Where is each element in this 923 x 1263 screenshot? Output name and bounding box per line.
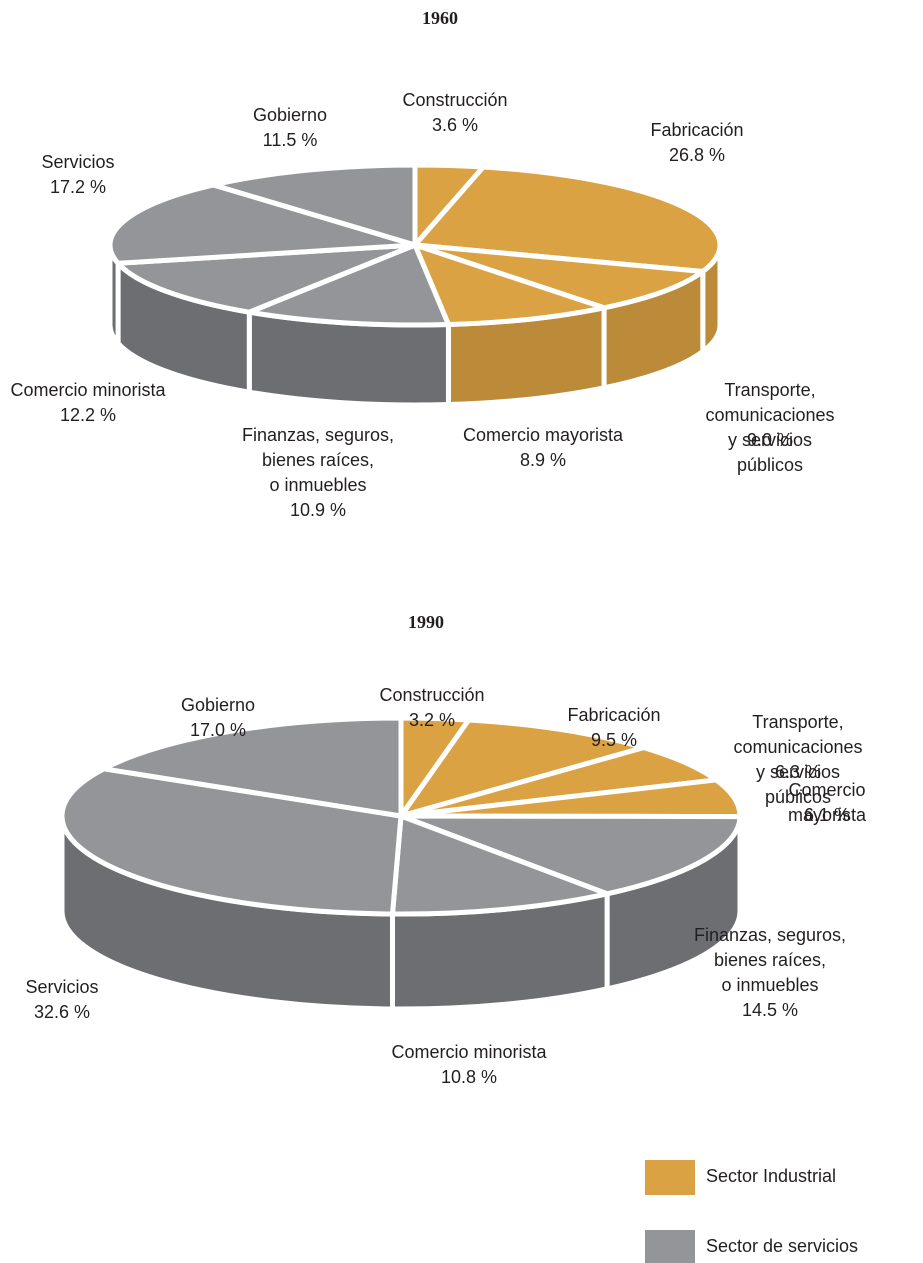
slice-value-label: 14.5 % [741,1000,799,1020]
slice-label: Comercio mayorista [787,780,867,825]
slice-value-label: 3.2 % [408,710,456,730]
slice [210,162,418,248]
slice-value-label: 6.3 % [774,762,822,782]
slice-label: Comercio minorista [10,380,166,400]
slice-value-label: 11.5 % [262,130,318,150]
slice [398,813,743,897]
slice-label: Transporte, comunicaciones y servicios p… [733,712,863,807]
legend-swatch [645,1160,695,1195]
slice-value-label: 9.0 % [746,430,794,450]
legend-swatch [645,1230,695,1263]
slice-value-label: 17.0 % [189,720,247,740]
chart-title: 1960 [422,8,458,28]
slice-label: Construcción [402,90,508,110]
slice-value-label: 3.6 % [431,115,479,135]
slice [246,242,451,328]
slice [107,182,418,266]
slice-value-label: 32.6 % [33,1002,91,1022]
slice-value-label: 9.5 % [590,730,638,750]
slice-label: Fabricación [567,705,661,725]
slice [101,715,404,819]
slice-label: Construcción [379,685,485,705]
slice-value-label: 6.1 % [803,805,851,825]
slice-label: Gobierno [252,105,328,125]
slice-label: Finanzas, seguros, bienes raíces, o inmu… [241,425,395,495]
slice [59,766,404,917]
slice-label: Transporte, comunicaciones y servicios p… [705,380,835,475]
slice-label: Finanzas, seguros, bienes raíces, o inmu… [693,925,847,995]
slice-value-label: 17.2 % [49,177,107,197]
slice-label: Gobierno [180,695,256,715]
slice-label: Comercio minorista [391,1042,547,1062]
legend-label: Sector de servicios [706,1236,859,1256]
slice [412,164,723,274]
chart-title: 1990 [408,612,444,632]
slice-label: Comercio mayorista [462,425,624,445]
slice [398,717,647,819]
slice-label: Servicios [41,152,115,172]
legend-label: Sector Industrial [706,1166,837,1186]
slice [412,242,706,311]
slice-label: Fabricación [650,120,744,140]
slice-label: Servicios [25,977,99,997]
slice-value-label: 8.9 % [519,450,567,470]
slice [389,813,610,917]
slice [115,242,418,315]
slice-value-label: 10.8 % [440,1067,498,1087]
slice-value-label: 10.9 % [289,500,347,520]
slice [412,242,607,328]
slice-value-label: 26.8 % [668,145,726,165]
slice-value-label: 12.2 % [59,405,117,425]
